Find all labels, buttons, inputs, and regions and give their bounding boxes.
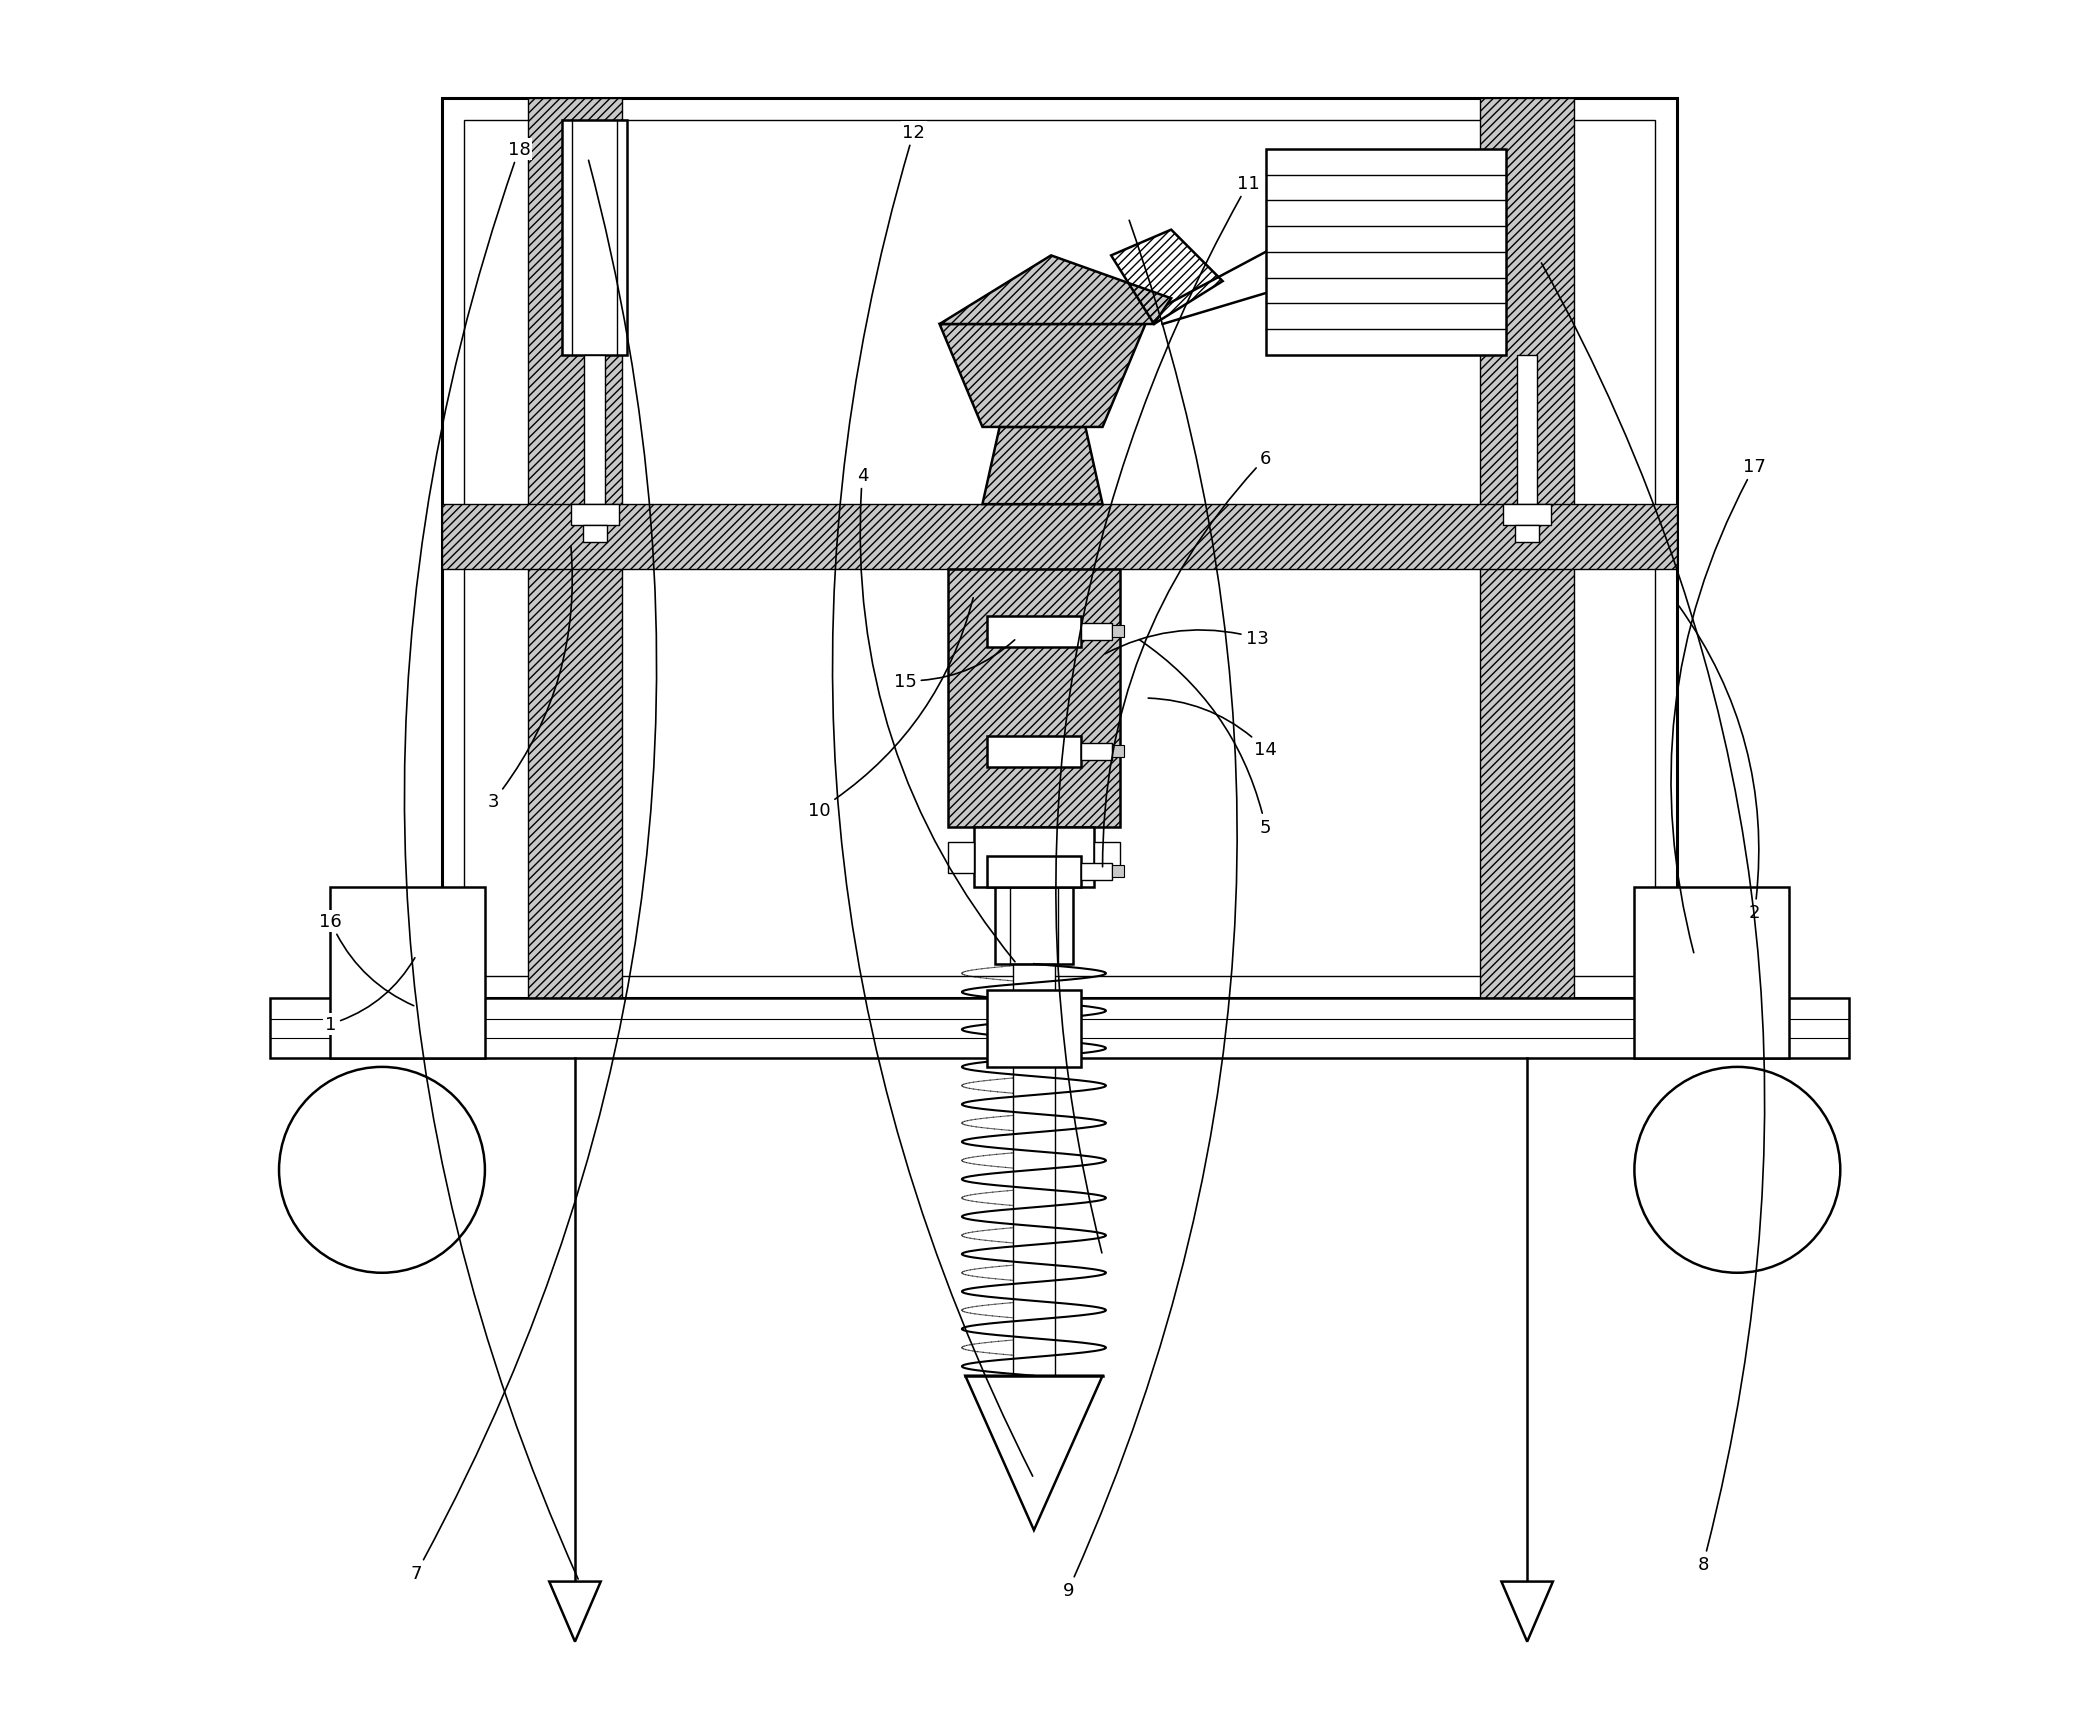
- Bar: [528, 98, 621, 999]
- Bar: [949, 843, 974, 874]
- Bar: [465, 121, 1655, 977]
- Bar: [986, 856, 1082, 887]
- Bar: [1082, 624, 1111, 641]
- Bar: [1111, 625, 1124, 638]
- Bar: [995, 827, 1072, 965]
- Bar: [1516, 526, 1539, 543]
- Polygon shape: [940, 326, 1145, 427]
- Bar: [1111, 865, 1124, 877]
- Text: 10: 10: [809, 598, 974, 818]
- Bar: [1266, 150, 1505, 355]
- Text: 8: 8: [1541, 264, 1764, 1573]
- Text: 16: 16: [319, 913, 413, 1006]
- Bar: [986, 736, 1082, 767]
- Text: 12: 12: [832, 124, 1032, 1477]
- Text: 15: 15: [894, 641, 1015, 691]
- Text: 5: 5: [1138, 641, 1272, 836]
- Bar: [1013, 965, 1055, 1377]
- Polygon shape: [548, 1582, 600, 1642]
- Bar: [1480, 98, 1574, 999]
- Bar: [582, 526, 607, 543]
- Bar: [1009, 827, 1057, 965]
- Bar: [442, 505, 1676, 570]
- Bar: [986, 617, 1082, 648]
- Polygon shape: [1501, 1582, 1553, 1642]
- Bar: [974, 827, 1095, 887]
- Bar: [332, 887, 486, 1058]
- Text: 17: 17: [1670, 458, 1766, 953]
- Bar: [1503, 505, 1551, 526]
- Text: 3: 3: [488, 546, 571, 810]
- Text: 4: 4: [857, 467, 1015, 961]
- Bar: [442, 98, 1676, 999]
- Text: 14: 14: [1149, 700, 1276, 760]
- Polygon shape: [965, 1377, 1103, 1530]
- Bar: [1082, 863, 1111, 880]
- Text: 13: 13: [1105, 629, 1268, 655]
- Text: 2: 2: [1678, 606, 1760, 922]
- Bar: [1111, 746, 1124, 758]
- Bar: [986, 991, 1082, 1067]
- Bar: [563, 121, 628, 355]
- Text: 11: 11: [1055, 176, 1259, 1253]
- Bar: [1518, 355, 1537, 505]
- Polygon shape: [940, 257, 1172, 326]
- Text: 7: 7: [411, 162, 657, 1582]
- Text: 18: 18: [404, 141, 578, 1578]
- Bar: [1095, 843, 1120, 874]
- Polygon shape: [982, 427, 1103, 505]
- Bar: [1082, 743, 1111, 760]
- Bar: [1635, 887, 1789, 1058]
- Text: 9: 9: [1063, 221, 1236, 1599]
- Text: 1: 1: [325, 958, 415, 1034]
- Bar: [571, 505, 619, 526]
- Bar: [584, 355, 605, 505]
- Bar: [271, 999, 1849, 1058]
- Text: 6: 6: [1103, 450, 1272, 867]
- Bar: [949, 570, 1120, 827]
